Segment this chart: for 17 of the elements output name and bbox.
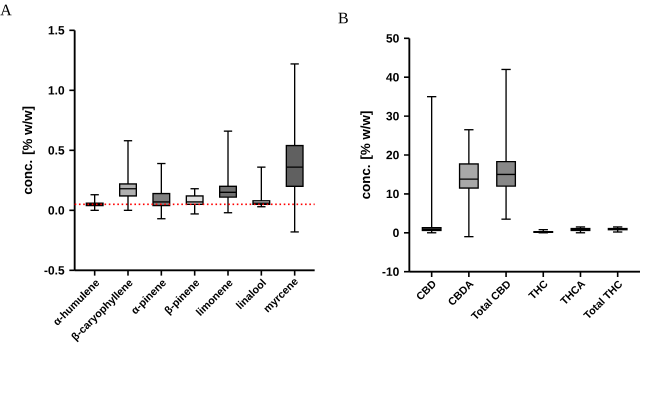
y-tick-label: 0 xyxy=(393,228,399,238)
y-tick-label: 10 xyxy=(386,190,399,198)
y-axis-title: conc. [% w/w] xyxy=(22,106,35,194)
y-tick-label: 30 xyxy=(386,112,399,120)
y-tick-label: 50 xyxy=(386,34,399,43)
y-axis-title: conc. [% w/w] xyxy=(360,111,373,199)
y-tick-label: 0.0 xyxy=(48,206,64,215)
chart-title: A xyxy=(0,4,12,16)
x-tick-label: THC xyxy=(528,280,548,298)
chart-title: B xyxy=(338,12,348,24)
y-tick-label: 1.0 xyxy=(48,86,64,95)
y-tick-label: 20 xyxy=(386,150,399,160)
y-tick-label: 1.5 xyxy=(48,26,64,35)
y-tick-label: -0.5 xyxy=(44,266,64,275)
y-tick-label: -10 xyxy=(382,267,399,276)
y-tick-label: 40 xyxy=(386,72,399,82)
y-tick-label: 0.5 xyxy=(48,146,64,155)
